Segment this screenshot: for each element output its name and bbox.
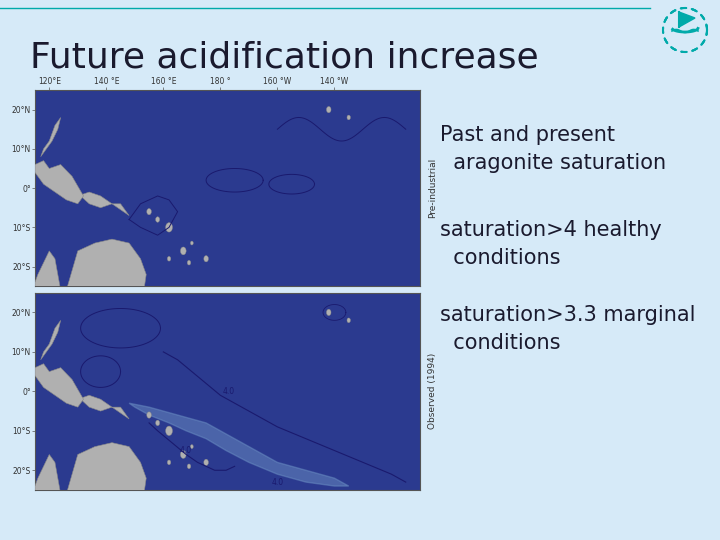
Circle shape bbox=[187, 464, 191, 469]
Circle shape bbox=[326, 309, 331, 315]
Text: Observed (1994): Observed (1994) bbox=[428, 353, 437, 429]
Circle shape bbox=[347, 115, 351, 120]
Circle shape bbox=[147, 412, 151, 418]
Circle shape bbox=[167, 460, 171, 465]
Text: Pre-industrial: Pre-industrial bbox=[428, 158, 437, 218]
Text: 4.0: 4.0 bbox=[223, 387, 235, 396]
Circle shape bbox=[167, 256, 171, 261]
Circle shape bbox=[156, 217, 160, 222]
Circle shape bbox=[181, 450, 186, 458]
Circle shape bbox=[190, 241, 193, 245]
Polygon shape bbox=[679, 12, 695, 27]
Polygon shape bbox=[41, 118, 60, 157]
Text: 4.0: 4.0 bbox=[271, 477, 284, 487]
Circle shape bbox=[326, 106, 331, 113]
Text: Past and present
  aragonite saturation: Past and present aragonite saturation bbox=[440, 125, 666, 173]
Polygon shape bbox=[35, 160, 84, 204]
Circle shape bbox=[204, 255, 208, 262]
Text: 4.0: 4.0 bbox=[180, 446, 192, 455]
Polygon shape bbox=[35, 364, 84, 407]
Text: saturation>4 healthy
  conditions: saturation>4 healthy conditions bbox=[440, 220, 662, 268]
Text: saturation>3.3 marginal
  conditions: saturation>3.3 marginal conditions bbox=[440, 305, 696, 353]
Circle shape bbox=[187, 260, 191, 265]
Circle shape bbox=[166, 426, 173, 436]
Circle shape bbox=[147, 208, 151, 215]
Text: Future acidification increase: Future acidification increase bbox=[30, 40, 539, 74]
Circle shape bbox=[204, 459, 208, 465]
Polygon shape bbox=[78, 395, 129, 419]
Polygon shape bbox=[41, 320, 60, 360]
Circle shape bbox=[156, 420, 160, 426]
Circle shape bbox=[190, 444, 193, 449]
Polygon shape bbox=[129, 403, 348, 486]
Circle shape bbox=[347, 318, 351, 323]
Polygon shape bbox=[35, 443, 146, 540]
Circle shape bbox=[166, 222, 173, 232]
Polygon shape bbox=[78, 192, 129, 215]
Polygon shape bbox=[35, 239, 146, 341]
Circle shape bbox=[181, 247, 186, 255]
